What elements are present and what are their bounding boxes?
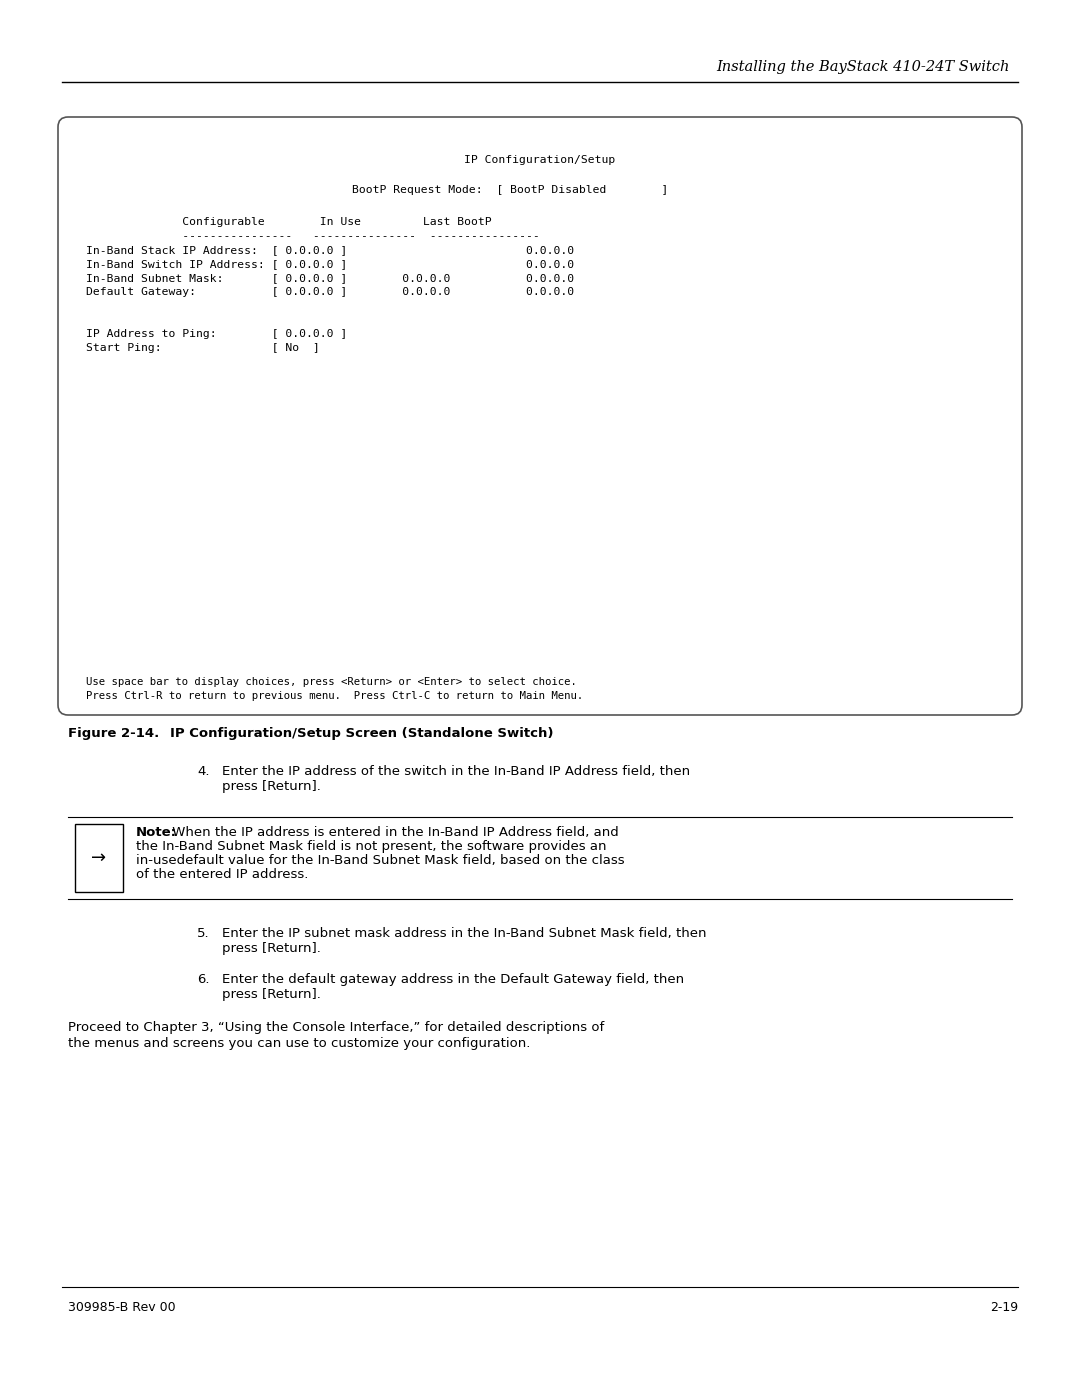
Text: In-Band Switch IP Address: [ 0.0.0.0 ]                          0.0.0.0: In-Band Switch IP Address: [ 0.0.0.0 ] 0… (86, 258, 575, 270)
Text: the menus and screens you can use to customize your configuration.: the menus and screens you can use to cus… (68, 1037, 530, 1051)
Text: 4.: 4. (198, 766, 210, 778)
Text: IP Configuration/Setup Screen (Standalone Switch): IP Configuration/Setup Screen (Standalon… (170, 726, 554, 740)
Text: 2-19: 2-19 (990, 1301, 1018, 1315)
Text: the In-Band Subnet Mask field is not present, the software provides an: the In-Band Subnet Mask field is not pre… (136, 840, 607, 854)
Text: Enter the IP subnet mask address in the In-Band Subnet Mask field, then
press [R: Enter the IP subnet mask address in the … (222, 928, 706, 956)
Text: in-usedefault value for the In-Band Subnet Mask field, based on the class: in-usedefault value for the In-Band Subn… (136, 854, 624, 868)
Text: Default Gateway:           [ 0.0.0.0 ]        0.0.0.0           0.0.0.0: Default Gateway: [ 0.0.0.0 ] 0.0.0.0 0.0… (86, 286, 575, 298)
Text: Use space bar to display choices, press <Return> or <Enter> to select choice.: Use space bar to display choices, press … (86, 678, 577, 687)
Text: In-Band Subnet Mask:       [ 0.0.0.0 ]        0.0.0.0           0.0.0.0: In-Band Subnet Mask: [ 0.0.0.0 ] 0.0.0.0… (86, 272, 575, 284)
Text: 309985-B Rev 00: 309985-B Rev 00 (68, 1301, 176, 1315)
Text: Press Ctrl-R to return to previous menu.  Press Ctrl-C to return to Main Menu.: Press Ctrl-R to return to previous menu.… (86, 692, 583, 701)
Text: Enter the default gateway address in the Default Gateway field, then
press [Retu: Enter the default gateway address in the… (222, 972, 684, 1002)
Text: Installing the BayStack 410-24T Switch: Installing the BayStack 410-24T Switch (717, 60, 1010, 74)
Text: Note:: Note: (136, 826, 177, 840)
Text: Figure 2-14.: Figure 2-14. (68, 726, 159, 740)
Text: Start Ping:                [ No  ]: Start Ping: [ No ] (86, 344, 320, 353)
FancyBboxPatch shape (75, 824, 123, 893)
Text: Enter the IP address of the switch in the In-Band IP Address field, then
press [: Enter the IP address of the switch in th… (222, 766, 690, 793)
Text: When the IP address is entered in the In-Band IP Address field, and: When the IP address is entered in the In… (168, 826, 619, 840)
Text: BootP Request Mode:  [ BootP Disabled        ]: BootP Request Mode: [ BootP Disabled ] (352, 184, 669, 196)
FancyBboxPatch shape (58, 117, 1022, 715)
Text: Configurable        In Use         Last BootP: Configurable In Use Last BootP (86, 217, 491, 226)
Text: IP Configuration/Setup: IP Configuration/Setup (464, 155, 616, 165)
Text: Proceed to Chapter 3, “Using the Console Interface,” for detailed descriptions o: Proceed to Chapter 3, “Using the Console… (68, 1021, 604, 1034)
Text: →: → (92, 849, 107, 868)
Text: ----------------   ---------------  ----------------: ---------------- --------------- -------… (86, 231, 540, 242)
Text: 6.: 6. (198, 972, 210, 986)
Text: In-Band Stack IP Address:  [ 0.0.0.0 ]                          0.0.0.0: In-Band Stack IP Address: [ 0.0.0.0 ] 0.… (86, 244, 575, 256)
Text: IP Address to Ping:        [ 0.0.0.0 ]: IP Address to Ping: [ 0.0.0.0 ] (86, 330, 348, 339)
Text: 5.: 5. (198, 928, 210, 940)
Text: of the entered IP address.: of the entered IP address. (136, 868, 309, 882)
